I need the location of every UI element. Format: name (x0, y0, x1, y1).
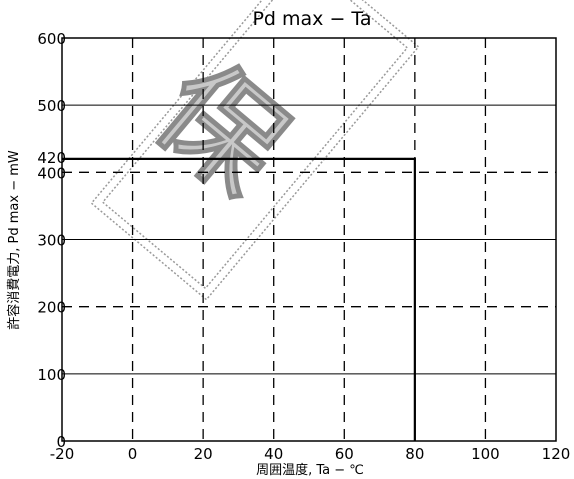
x-tick-label: 120 (542, 445, 571, 463)
x-tick-label: 20 (194, 445, 213, 463)
x-tick-label: 100 (471, 445, 500, 463)
x-axis-label: 周囲温度, Ta − ℃ (256, 462, 364, 478)
x-tick-label: 0 (128, 445, 138, 463)
plot-frame (61, 37, 557, 442)
y-tick-label-extra: 420 (37, 149, 66, 167)
x-tick-label: -20 (50, 445, 75, 463)
y-tick-label: 600 (37, 30, 66, 48)
y-tick-label: 500 (37, 97, 66, 115)
derating-curve (62, 157, 416, 441)
y-tick-label: 100 (37, 366, 66, 384)
y-tick-label: 200 (37, 299, 66, 317)
y-tick-label: 0 (56, 433, 66, 451)
y-axis-label: 許容消費電力, Pd max − mW (6, 150, 22, 330)
y-tick-label: 300 (37, 232, 66, 250)
x-tick-label: 40 (264, 445, 283, 463)
grid-lines (62, 38, 556, 441)
x-tick-label: 60 (335, 445, 354, 463)
chart-title: Pd max − Ta (252, 8, 371, 30)
y-tick-label: 400 (37, 164, 66, 182)
stamp-watermark: 保 (90, 0, 420, 301)
series-group (62, 157, 416, 441)
x-tick-label: 80 (405, 445, 424, 463)
